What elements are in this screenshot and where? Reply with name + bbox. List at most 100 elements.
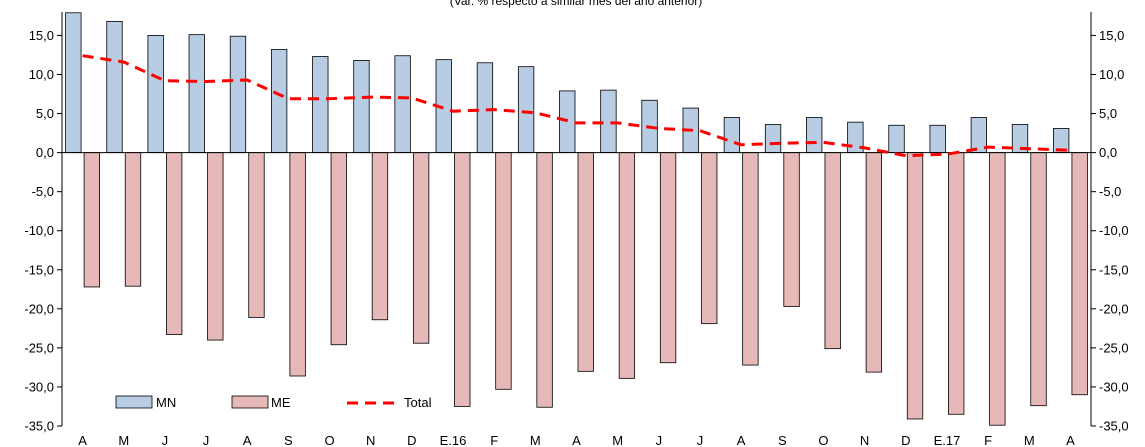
y-tick-label-left: 5,0 xyxy=(36,106,54,121)
bar-me xyxy=(948,152,965,415)
x-tick-label: M xyxy=(118,433,129,447)
bar-me xyxy=(618,152,636,379)
bar-me xyxy=(83,152,100,288)
x-tick-label: D xyxy=(407,433,416,447)
x-tick-label: A xyxy=(737,433,746,447)
chart-subtitle: (Var. % respecto a similar mes del año a… xyxy=(450,0,703,8)
y-tick-label-left: 10,0 xyxy=(29,67,54,82)
x-tick-label: A xyxy=(1066,433,1075,447)
legend-swatch-mn xyxy=(115,395,153,409)
x-tick-label: S xyxy=(778,433,787,447)
bar-me xyxy=(906,152,924,420)
x-tick-label: M xyxy=(1024,433,1035,447)
bar-me xyxy=(1030,152,1047,407)
bar-me xyxy=(165,152,183,336)
total-series-line xyxy=(82,54,1071,158)
x-tick-label: A xyxy=(78,433,87,447)
y-tick-label-right: -5,0 xyxy=(1099,184,1121,199)
x-tick-label: E.16 xyxy=(440,433,467,447)
bar-me xyxy=(412,152,430,344)
x-tick-label: F xyxy=(984,433,992,447)
y-tick-label-left: 0,0 xyxy=(36,145,54,160)
bar-me xyxy=(701,152,718,325)
bar-me xyxy=(495,152,512,390)
bar-mn xyxy=(65,12,82,154)
x-tick-label: O xyxy=(818,433,828,447)
bar-me xyxy=(248,152,265,318)
y-tick-label-left: 15,0 xyxy=(29,28,54,43)
bar-me xyxy=(207,152,224,341)
bar-mn xyxy=(723,117,741,154)
bar-me xyxy=(371,152,389,321)
bar-mn xyxy=(929,124,946,154)
y-tick-label-right: -20,0 xyxy=(1099,301,1129,316)
bar-me xyxy=(1071,152,1088,396)
x-tick-label: O xyxy=(324,433,334,447)
me-bars xyxy=(83,152,1088,426)
x-tick-label: N xyxy=(366,433,375,447)
bar-mn xyxy=(229,35,247,154)
bar-mn xyxy=(147,35,164,154)
bar-me xyxy=(330,152,347,346)
mn-bars xyxy=(65,12,1070,154)
x-tick-label: J xyxy=(656,433,663,447)
x-tick-label: A xyxy=(243,433,252,447)
y-tick-label-right: -35,0 xyxy=(1099,419,1129,434)
bar-mn xyxy=(600,89,617,154)
y-tick-label-left: -10,0 xyxy=(24,223,54,238)
y-ticks: 15,0 15,0 10,0 10,0 5,0 5,0 0,0 0,0 -5,0 -5,0 -10,… xyxy=(24,28,1128,434)
y-tick-label-right: -15,0 xyxy=(1099,262,1129,277)
legend: MN ME Total xyxy=(115,395,432,410)
x-tick-label: J xyxy=(697,433,704,447)
x-tick-label: M xyxy=(530,433,541,447)
x-tick-label: A xyxy=(572,433,581,447)
bar-mn xyxy=(394,55,411,154)
x-tick-label: E.17 xyxy=(934,433,961,447)
bar-me xyxy=(989,152,1006,426)
y-tick-label-left: -5,0 xyxy=(32,184,54,199)
x-tick-label: D xyxy=(901,433,910,447)
legend-label-me: ME xyxy=(271,395,291,410)
y-tick-label-left: -20,0 xyxy=(24,301,54,316)
legend-swatch-me xyxy=(231,395,269,409)
bar-me xyxy=(824,152,841,350)
bar-me xyxy=(577,152,594,372)
y-tick-label-right: -30,0 xyxy=(1099,379,1129,394)
y-tick-label-left: -25,0 xyxy=(24,340,54,355)
bar-mn xyxy=(806,117,823,154)
bar-mn xyxy=(517,66,535,154)
legend-label-total: Total xyxy=(404,395,432,410)
x-tick-label: N xyxy=(860,433,869,447)
y-tick-label-right: 15,0 xyxy=(1099,28,1124,43)
bar-mn xyxy=(888,124,905,154)
bar-me xyxy=(289,152,306,377)
x-tick-labels: A M J J A S O N D E.16 F M A M J J A S O N D E.17 F M A xyxy=(78,433,1075,447)
x-tick-label: J xyxy=(203,433,210,447)
bar-mn xyxy=(476,62,494,154)
x-tick-label: M xyxy=(612,433,623,447)
bar-me xyxy=(742,152,759,366)
bar-mn xyxy=(312,56,329,154)
x-tick-label: S xyxy=(284,433,293,447)
x-tick-label: J xyxy=(162,433,169,447)
y-tick-label-left: -30,0 xyxy=(24,379,54,394)
bar-mn xyxy=(106,20,123,154)
bar-me xyxy=(783,152,800,307)
y-tick-label-left: -35,0 xyxy=(24,419,54,434)
bar-mn xyxy=(764,124,782,154)
y-tick-label-right: -10,0 xyxy=(1099,223,1129,238)
bar-me xyxy=(659,152,677,364)
y-tick-label-right: 10,0 xyxy=(1099,67,1124,82)
y-tick-label-right: -25,0 xyxy=(1099,340,1129,355)
bar-mn xyxy=(353,60,370,154)
legend-label-mn: MN xyxy=(156,395,176,410)
y-tick-label-right: 5,0 xyxy=(1099,106,1117,121)
bar-mn xyxy=(188,34,205,154)
bar-me xyxy=(865,152,883,373)
bar-me xyxy=(124,152,142,287)
bar-me xyxy=(454,152,471,407)
y-tick-label-left: -15,0 xyxy=(24,262,54,277)
bar-me xyxy=(536,152,553,408)
y-tick-label-right: 0,0 xyxy=(1099,145,1117,160)
